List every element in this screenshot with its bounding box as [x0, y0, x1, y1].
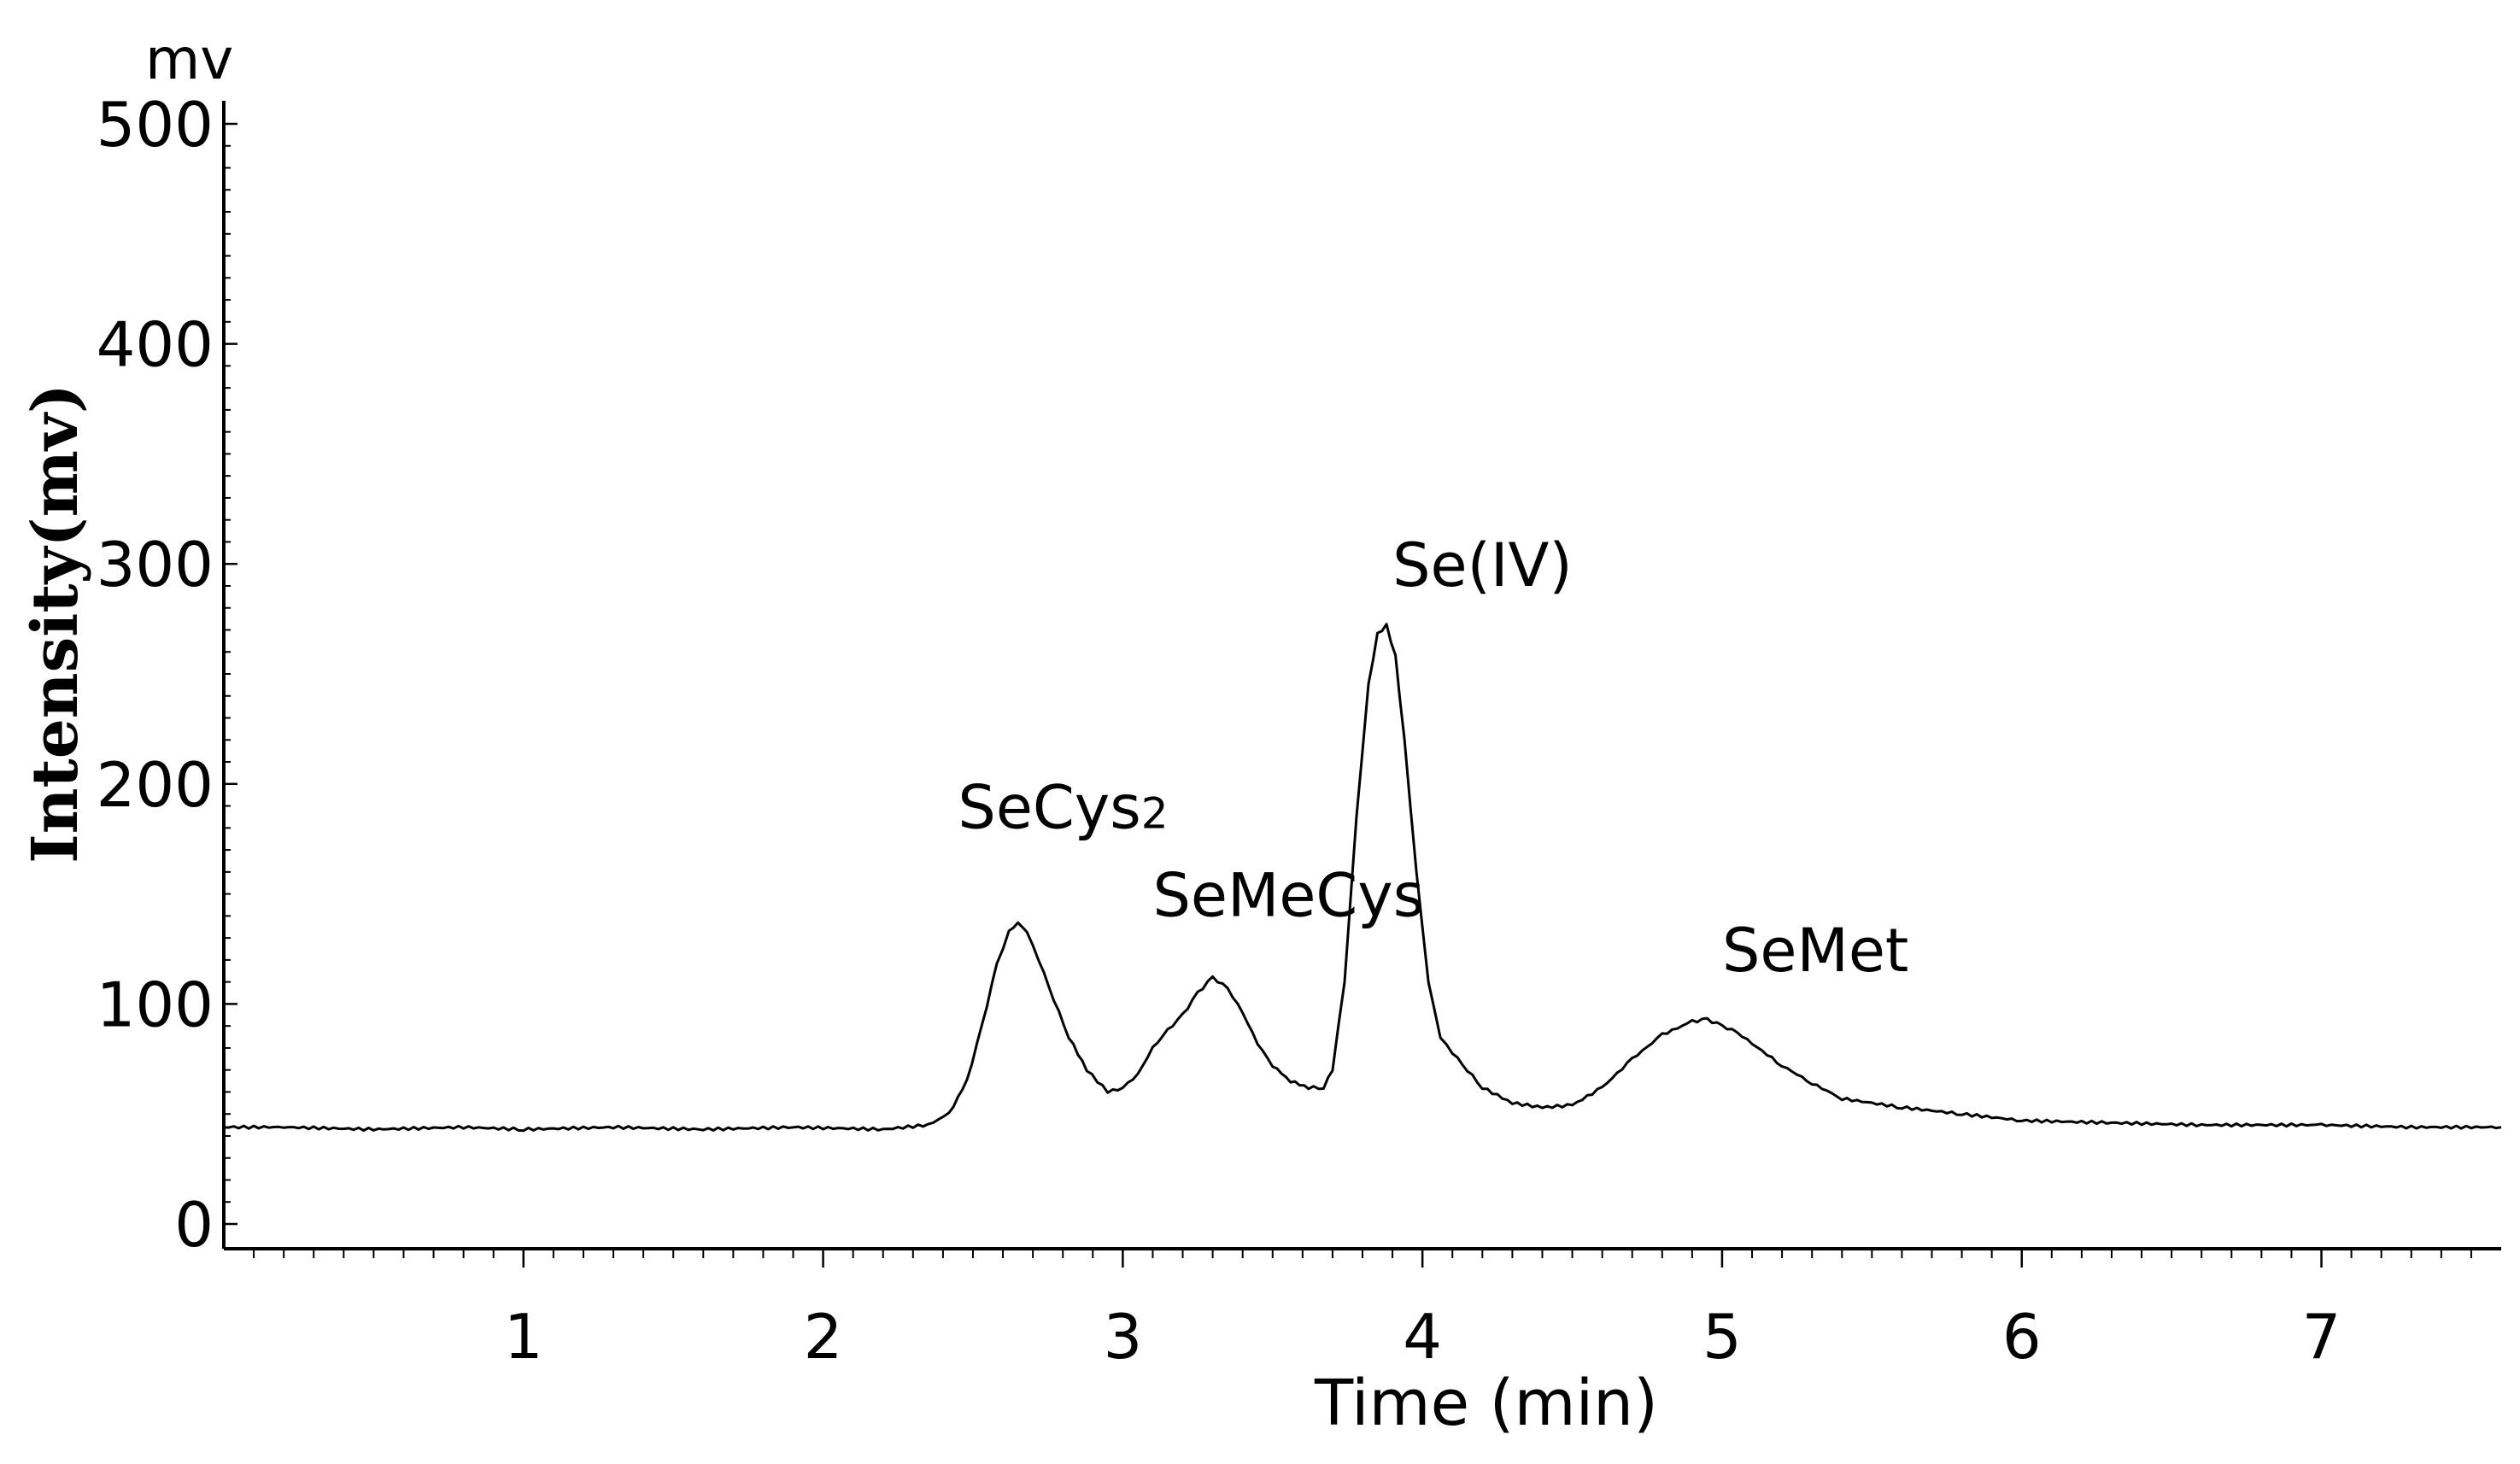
y-axis-title: Intensity(mv) [19, 384, 92, 864]
x-tick-label: 7 [2302, 1301, 2341, 1373]
peak-label: SeCys2 [958, 772, 1168, 842]
x-tick-label: 2 [804, 1301, 843, 1373]
y-tick-label: 200 [97, 749, 214, 821]
tick-labels: 1 2 3 4 5 6 7 0 100 200 300 400 500 [97, 89, 2341, 1373]
x-axis-title: Time (min) [1314, 1367, 1658, 1440]
y-tick-label: 100 [97, 969, 214, 1040]
y-tick-label: 400 [97, 309, 214, 381]
y-tick-label: 300 [97, 529, 214, 600]
y-tick-label: 500 [97, 89, 214, 161]
ticks [224, 122, 2472, 1268]
peak-label: Se(IV) [1392, 530, 1573, 600]
x-tick-label: 5 [1702, 1301, 1742, 1373]
peak-label: SeMeCys [1152, 860, 1424, 930]
intensity-trace [223, 623, 2502, 1133]
peak-label: SeMet [1722, 916, 1908, 986]
y-tick-label: 0 [174, 1189, 214, 1261]
axes [222, 101, 2501, 1250]
x-tick-label: 4 [1403, 1301, 1442, 1373]
x-tick-label: 3 [1103, 1301, 1142, 1373]
x-tick-label: 6 [2002, 1301, 2042, 1373]
y-unit-label: mv [145, 26, 233, 92]
peak-labels: SeCys2 SeMeCys Se(IV) SeMet [958, 530, 1908, 986]
x-tick-label: 1 [504, 1301, 543, 1373]
